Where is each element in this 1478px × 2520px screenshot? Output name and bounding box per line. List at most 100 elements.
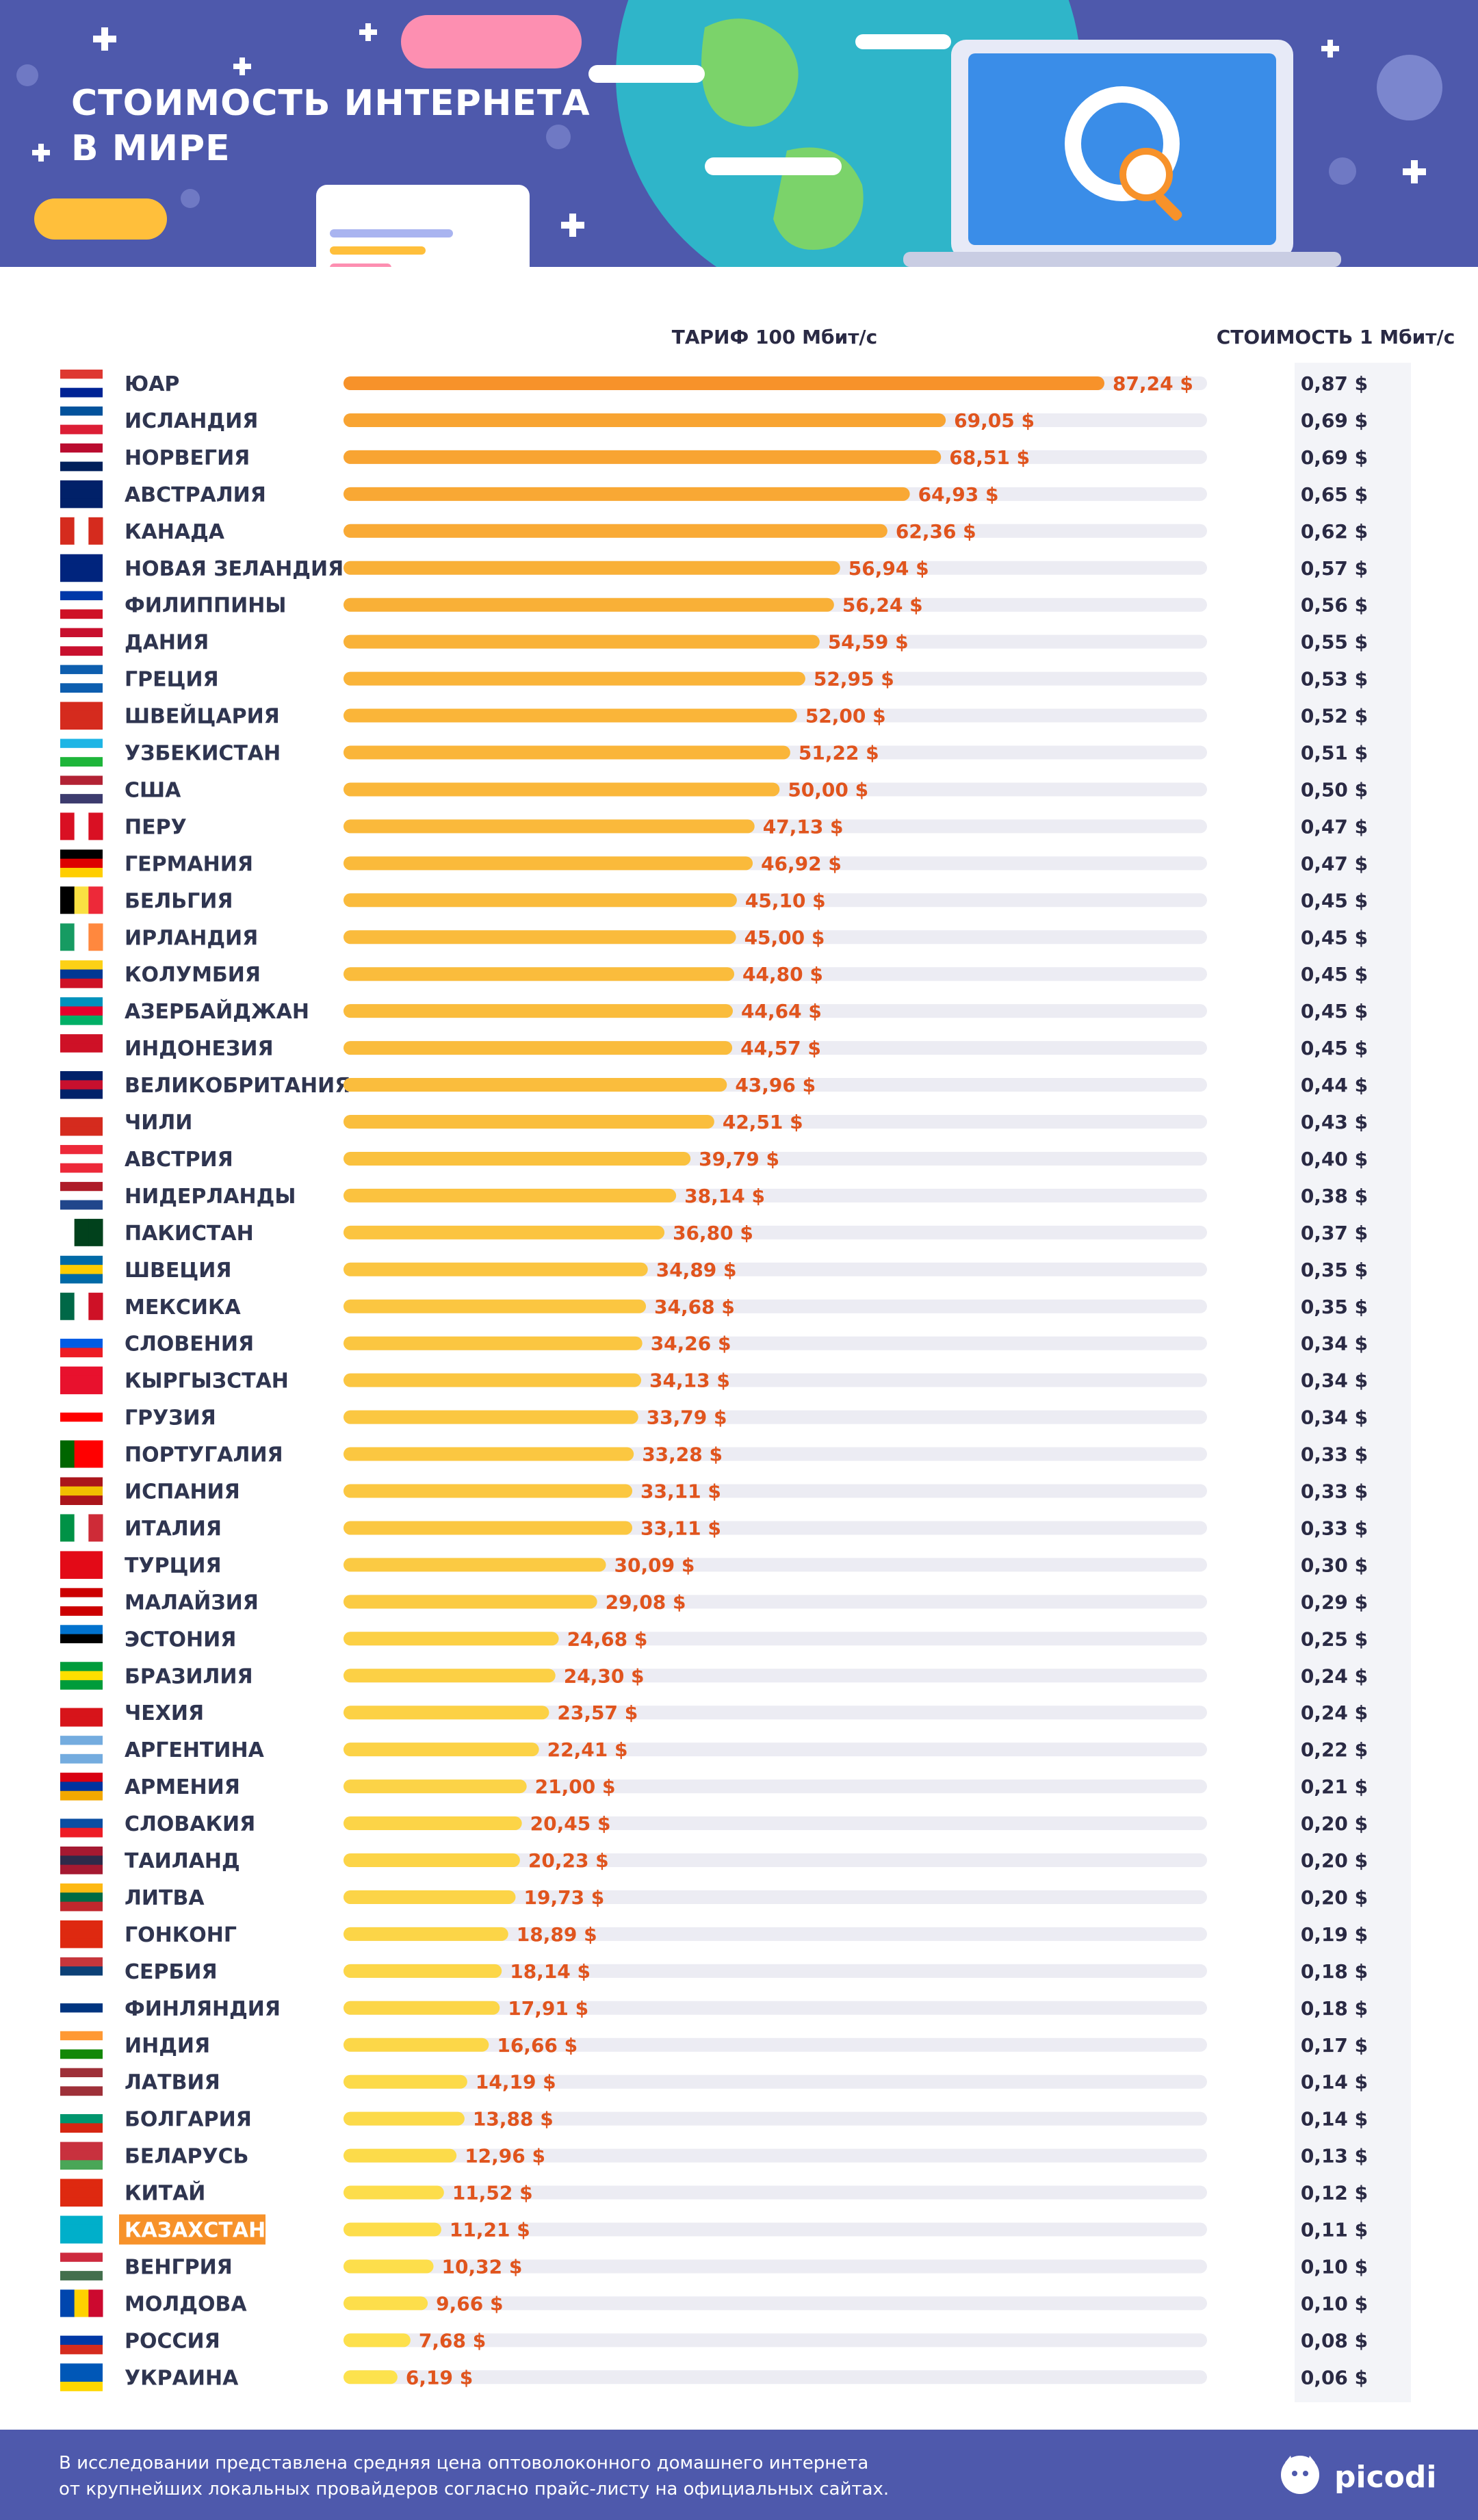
tariff-value-label: 64,93 $ <box>918 483 999 506</box>
magnifier-icon <box>1119 148 1173 201</box>
tariff-value-label: 18,14 $ <box>510 1960 591 1983</box>
speech-bubble-icon <box>34 198 167 240</box>
bar-track <box>343 1927 1207 1941</box>
flag-id-icon <box>60 1034 103 1062</box>
tariff-chart: ТАРИФ 100 Мбит/с СТОИМОСТЬ 1 Мбит/с ЮАР 8… <box>60 326 1455 2402</box>
tariff-bar <box>343 561 840 575</box>
country-label: ГРЕЦИЯ <box>125 668 219 692</box>
tariff-value-label: 45,00 $ <box>744 926 825 949</box>
country-label: ПЕРУ <box>125 815 187 839</box>
country-label: БОЛГАРИЯ <box>125 2108 252 2132</box>
flag-us-icon <box>60 775 103 803</box>
cost-per-mbit-label: 0,14 $ <box>1301 2108 1368 2131</box>
country-label: ИРЛАНДИЯ <box>125 926 258 950</box>
cost-per-mbit-label: 0,43 $ <box>1301 1111 1368 1133</box>
chart-row: ЧЕХИЯ 23,57 $ 0,24 $ <box>60 1699 1368 1727</box>
tariff-value-label: 20,23 $ <box>528 1849 609 1872</box>
flag-ca-icon <box>60 517 103 545</box>
chart-row: БЕЛАРУСЬ 12,96 $ 0,13 $ <box>60 2142 1368 2170</box>
tariff-value-label: 36,80 $ <box>673 1222 753 1244</box>
tariff-bar <box>343 1927 508 1941</box>
chart-row: ФИНЛЯНДИЯ 17,91 $ 0,18 $ <box>60 1994 1368 2022</box>
country-label: КИТАЙ <box>125 2181 205 2206</box>
tariff-column-header: ТАРИФ 100 Мбит/с <box>672 326 878 348</box>
flag-au-icon <box>60 480 103 509</box>
bar-track <box>343 2185 1207 2200</box>
chart-row: КАНАДА 62,36 $ 0,62 $ <box>60 517 1368 545</box>
title-line: В МИРЕ <box>71 128 231 169</box>
country-label: АВСТРИЯ <box>125 1148 233 1172</box>
tariff-bar <box>343 2185 444 2200</box>
bar-track <box>343 1669 1207 1683</box>
tariff-bar <box>343 2370 398 2384</box>
tariff-value-label: 16,66 $ <box>497 2034 578 2057</box>
country-label: МОЛДОВА <box>125 2292 247 2316</box>
country-label: ВЕНГРИЯ <box>125 2255 233 2279</box>
flag-gr-icon <box>60 665 103 693</box>
country-label: КЫРГЫЗСТАН <box>125 1370 289 1393</box>
country-label: ШВЕЦИЯ <box>125 1259 231 1283</box>
country-label: АРМЕНИЯ <box>125 1775 240 1799</box>
tariff-bar <box>343 930 736 944</box>
flag-lt-icon <box>60 1883 103 1912</box>
tariff-bar <box>343 1964 502 1978</box>
tariff-value-label: 56,24 $ <box>842 594 923 617</box>
flag-ua-icon <box>60 2363 103 2391</box>
tariff-value-label: 44,57 $ <box>740 1037 821 1059</box>
flag-mx-icon <box>60 1292 103 1320</box>
flag-fi-icon <box>60 1994 103 2022</box>
country-label: ЛАТВИЯ <box>125 2071 220 2095</box>
chart-row: НИДЕРЛАНДЫ 38,14 $ 0,38 $ <box>60 1181 1368 1210</box>
tariff-bar <box>343 1669 556 1683</box>
speech-bubble-icon <box>401 15 582 68</box>
page-title: СТОИМОСТЬ ИНТЕРНЕТА В МИРЕ <box>71 81 591 171</box>
tariff-bar <box>343 2111 465 2126</box>
country-label: ЧИЛИ <box>125 1111 192 1135</box>
tariff-bar <box>343 1447 634 1461</box>
chart-row: УЗБЕКИСТАН 51,22 $ 0,51 $ <box>60 738 1368 767</box>
chart-row: ИНДОНЕЗИЯ 44,57 $ 0,45 $ <box>60 1034 1368 1062</box>
chart-row: АЗЕРБАЙДЖАН 44,64 $ 0,45 $ <box>60 997 1368 1025</box>
tariff-value-label: 33,11 $ <box>640 1480 721 1503</box>
flag-lv-icon <box>60 2068 103 2096</box>
chart-row: БОЛГАРИЯ 13,88 $ 0,14 $ <box>60 2105 1368 2133</box>
tariff-bar <box>343 1336 643 1350</box>
tariff-bar <box>343 2259 434 2274</box>
chart-row: СЛОВАКИЯ 20,45 $ 0,20 $ <box>60 1810 1368 1838</box>
flag-kz-icon <box>60 2215 103 2243</box>
tariff-bar <box>343 1225 665 1239</box>
bar-track <box>343 2074 1207 2089</box>
tariff-bar <box>343 1890 516 1904</box>
cost-per-mbit-label: 0,19 $ <box>1301 1923 1368 1946</box>
flag-pe-icon <box>60 812 103 840</box>
tariff-bar <box>343 1484 633 1498</box>
flag-az-icon <box>60 997 103 1025</box>
flag-br-icon <box>60 1662 103 1690</box>
country-label: ТАИЛАНД <box>125 1849 240 1873</box>
laptop-base <box>903 252 1341 267</box>
tariff-value-label: 24,68 $ <box>567 1628 648 1650</box>
cost-per-mbit-label: 0,10 $ <box>1301 2292 1368 2315</box>
bar-track <box>343 2037 1207 2052</box>
tariff-bar <box>343 2296 428 2311</box>
flag-pt-icon <box>60 1440 103 1468</box>
tariff-value-label: 11,21 $ <box>450 2219 530 2241</box>
flag-at-icon <box>60 1144 103 1173</box>
tariff-value-label: 52,00 $ <box>805 705 886 728</box>
tariff-value-label: 12,96 $ <box>465 2145 545 2168</box>
bar-track <box>343 1816 1207 1831</box>
tariff-bar <box>343 1779 527 1794</box>
tariff-value-label: 9,66 $ <box>436 2292 503 2315</box>
tariff-value-label: 34,89 $ <box>656 1259 737 1281</box>
country-label: ВЕЛИКОБРИТАНИЯ <box>125 1074 350 1098</box>
flag-hu-icon <box>60 2252 103 2280</box>
tariff-value-label: 33,11 $ <box>640 1517 721 1539</box>
cost-per-mbit-label: 0,56 $ <box>1301 594 1368 617</box>
chart-row: ШВЕЦИЯ 34,89 $ 0,35 $ <box>60 1255 1368 1284</box>
header-illustration <box>16 0 1442 267</box>
chart-row: ГРЕЦИЯ 52,95 $ 0,53 $ <box>60 665 1368 693</box>
cost-per-mbit-label: 0,57 $ <box>1301 557 1368 580</box>
tariff-value-label: 51,22 $ <box>799 742 879 764</box>
cost-per-mbit-label: 0,30 $ <box>1301 1554 1368 1576</box>
cost-per-mbit-label: 0,21 $ <box>1301 1775 1368 1798</box>
